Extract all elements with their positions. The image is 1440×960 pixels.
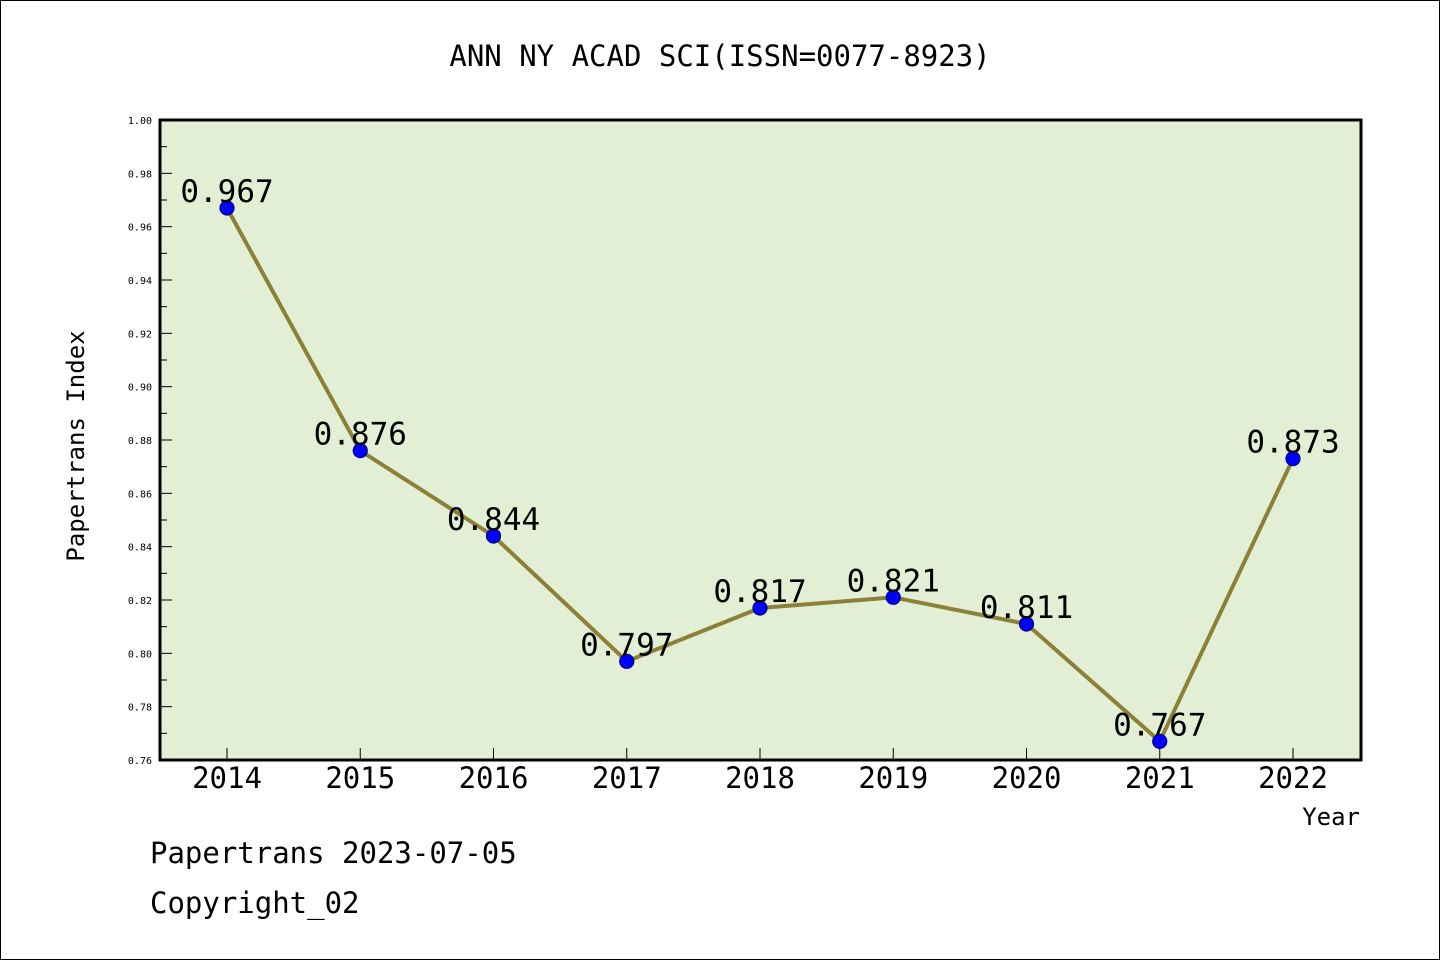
data-point — [885, 589, 901, 605]
data-label: 0.821 — [847, 563, 940, 599]
y-tick-label: 0.94 — [128, 276, 152, 287]
x-tick-label: 2014 — [192, 761, 262, 795]
data-label: 0.811 — [980, 590, 1073, 626]
y-tick-label: 0.90 — [128, 383, 152, 394]
y-tick-label: 0.88 — [128, 436, 152, 447]
data-points — [219, 200, 1301, 749]
x-tick-label: 2021 — [1125, 761, 1195, 795]
chart-title: ANN NY ACAD SCI(ISSN=0077-8923) — [449, 39, 990, 73]
y-tick-label: 0.76 — [128, 756, 152, 767]
footer-copyright-text: Copyright_02 — [150, 886, 360, 920]
x-tick-label: 2015 — [325, 761, 395, 795]
plot-area — [158, 118, 1363, 762]
y-tick-label: 0.80 — [128, 649, 152, 660]
data-label: 0.797 — [580, 627, 673, 663]
x-tick-label: 2017 — [592, 761, 662, 795]
data-label: 0.844 — [447, 502, 540, 538]
x-tick-label: 2022 — [1258, 761, 1328, 795]
x-tick-label: 2019 — [858, 761, 928, 795]
data-point — [1285, 451, 1301, 467]
x-tick-label: 2020 — [992, 761, 1062, 795]
footer-date-text: Papertrans 2023-07-05 — [150, 836, 517, 870]
data-point — [219, 200, 235, 216]
data-point — [485, 528, 502, 544]
y-tick-label: 0.86 — [128, 489, 152, 500]
data-label: 0.817 — [713, 574, 806, 610]
x-tick-label: 2018 — [725, 761, 795, 795]
y-axis-label: Papertrans Index — [62, 330, 90, 561]
x-tick-label: 2016 — [459, 761, 529, 795]
y-axis: 0.76 0.78 0.80 0.82 0.84 0.86 0.88 0.90 0.92 0.94… — [128, 116, 172, 767]
data-label: 0.873 — [1246, 425, 1339, 461]
y-tick-label: 0.92 — [128, 329, 152, 340]
x-axis-label: Year — [1302, 803, 1360, 831]
data-point — [1152, 733, 1168, 749]
data-label: 0.876 — [314, 417, 407, 453]
y-tick-label: 0.96 — [128, 223, 152, 234]
y-tick-label: 0.98 — [128, 169, 152, 180]
data-point — [1018, 616, 1035, 632]
data-label: 0.767 — [1113, 707, 1206, 743]
y-tick-label: 0.78 — [128, 703, 152, 714]
data-labels: 0.967 0.876 0.844 0.797 0.817 0.821 0.811 0.767… — [180, 174, 1339, 743]
y-tick-label: 0.84 — [128, 543, 152, 554]
data-label: 0.967 — [180, 174, 273, 210]
x-axis: 2014 2015 2016 2017 2018 2019 2020 2021 2022 — [192, 748, 1328, 795]
data-point — [752, 600, 768, 616]
y-tick-label: 0.82 — [128, 596, 152, 607]
y-tick-label: 1.00 — [128, 116, 152, 127]
data-point — [352, 443, 368, 459]
data-point — [619, 653, 635, 669]
